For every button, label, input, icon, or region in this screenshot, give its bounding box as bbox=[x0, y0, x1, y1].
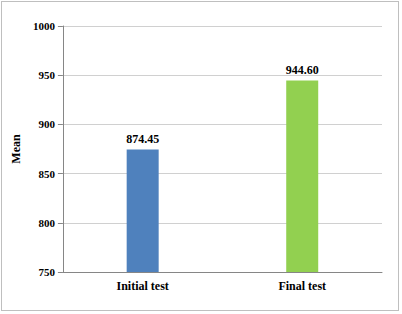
svg-text:750: 750 bbox=[38, 266, 55, 278]
svg-text:944.60: 944.60 bbox=[286, 63, 319, 77]
svg-text:950: 950 bbox=[38, 69, 55, 81]
svg-text:850: 850 bbox=[38, 168, 55, 180]
svg-text:1000: 1000 bbox=[33, 20, 56, 32]
svg-text:900: 900 bbox=[38, 118, 55, 130]
svg-text:Final test: Final test bbox=[278, 279, 326, 293]
svg-text:874.45: 874.45 bbox=[126, 132, 159, 146]
svg-text:Initial test: Initial test bbox=[117, 279, 169, 293]
svg-text:800: 800 bbox=[38, 217, 55, 229]
svg-text:Mean: Mean bbox=[9, 134, 23, 164]
